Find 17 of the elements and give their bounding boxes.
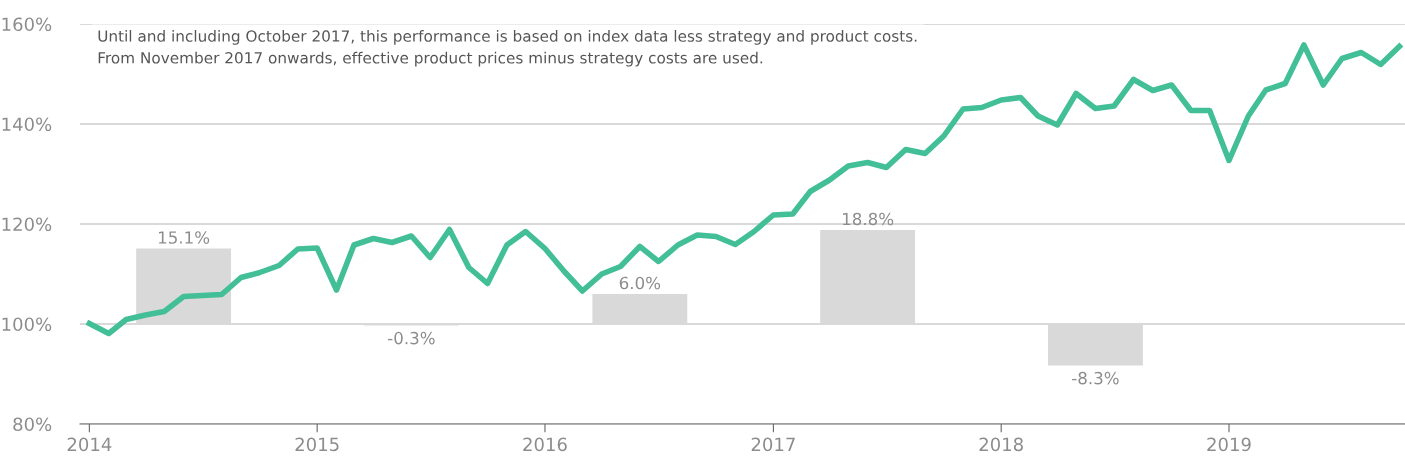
data-label: -8.3% xyxy=(1072,371,1119,385)
y-tick-label: 100% xyxy=(2,317,52,332)
y-tick-label: 140% xyxy=(2,117,52,132)
annotation: Until and including October 2017, this performance is based on index data less strategy and product costs. From November 2017 onwards, effective product prices minus strategy costs are used. xyxy=(98,30,917,67)
data-label: 6.0% xyxy=(619,276,661,290)
y-tick-label: 160% xyxy=(2,17,52,32)
y-tick-label: 80% xyxy=(13,417,52,432)
y-tick-label: 120% xyxy=(2,217,52,232)
data-label: 18.8% xyxy=(842,212,894,226)
x-tick-label: 2016 xyxy=(523,437,567,452)
x-tick-label: 2015 xyxy=(295,437,339,452)
data-label: -0.3% xyxy=(388,331,435,345)
x-tick-label: 2017 xyxy=(751,437,795,452)
x-tick-label: 2018 xyxy=(979,437,1023,452)
data-label: 15.1% xyxy=(158,231,210,244)
x-tick-label: 2019 xyxy=(1207,437,1251,452)
x-tick-label: 2014 xyxy=(67,437,112,452)
